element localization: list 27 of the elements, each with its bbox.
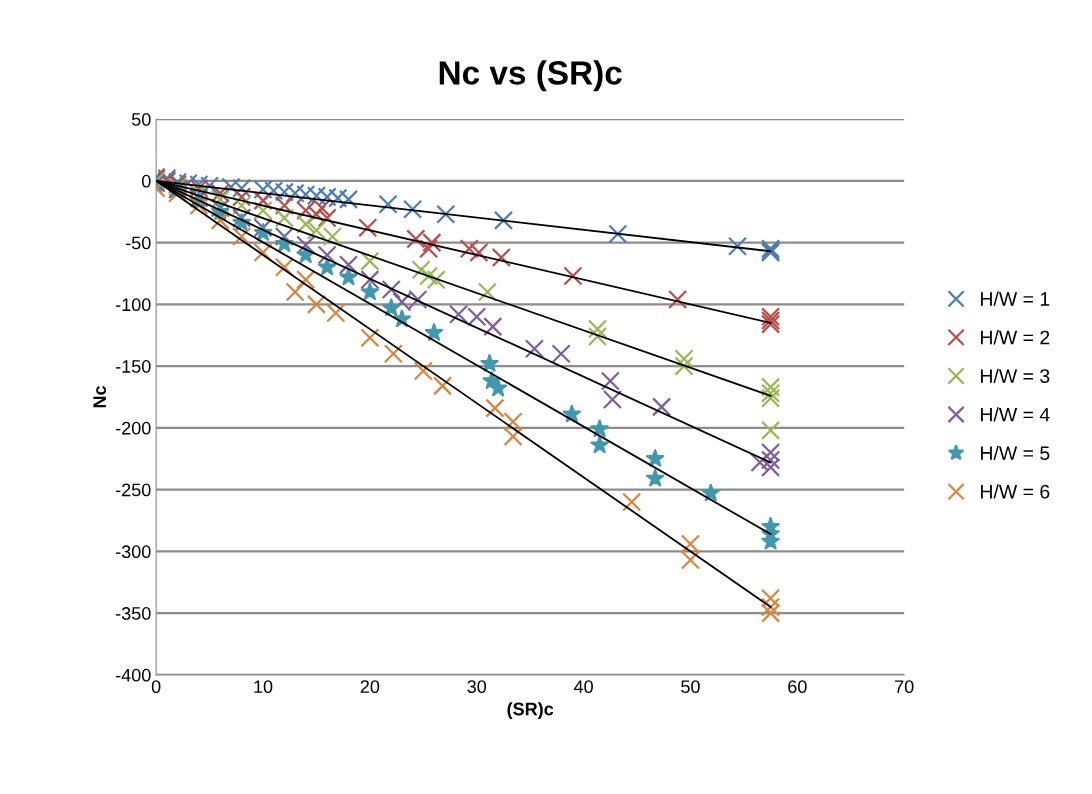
y-tick-label: -350: [115, 607, 151, 620]
y-tick-label: 50: [131, 113, 151, 126]
y-tick-label: 0: [141, 174, 151, 188]
x-tick-label: 20: [360, 680, 380, 694]
x-tick-label: 0: [151, 680, 161, 694]
y-tick-label: -200: [115, 421, 151, 435]
legend-label: H/W = 2: [981, 330, 1050, 345]
y-tick-label: -300: [115, 545, 151, 559]
x-axis-title: (SR)c: [507, 702, 554, 719]
y-axis-title: Nc: [93, 385, 107, 408]
legend-label: H/W = 6: [981, 484, 1050, 499]
x-tick-label: 30: [467, 680, 487, 694]
x-tick-label: 10: [254, 680, 273, 694]
y-tick-label: -100: [115, 298, 151, 312]
y-tick-label: -400: [115, 668, 151, 682]
x-tick-label: 60: [788, 680, 807, 694]
legend-label: H/W = 5: [981, 445, 1050, 461]
legend-label: H/W = 4: [981, 407, 1050, 422]
y-tick-label: -150: [115, 360, 151, 373]
chart-title: Nc vs (SR)c: [439, 60, 622, 92]
y-tick-label: -250: [115, 483, 151, 497]
legend-label: H/W = 1: [981, 291, 1050, 306]
x-tick-label: 50: [681, 680, 700, 694]
legend-label: H/W = 3: [981, 368, 1050, 383]
y-tick-label: -50: [126, 236, 151, 250]
x-tick-label: 70: [895, 680, 914, 694]
x-tick-label: 40: [573, 680, 593, 694]
